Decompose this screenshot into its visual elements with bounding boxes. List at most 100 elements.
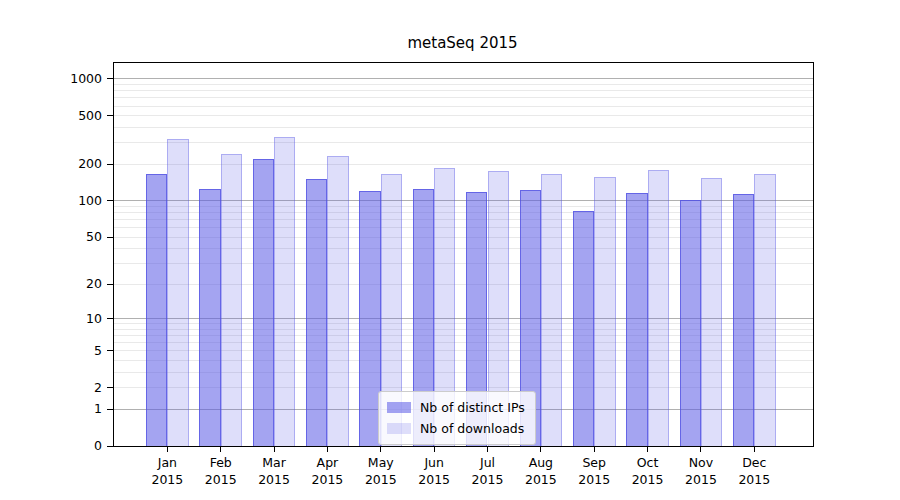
y-tick-label: 1000 xyxy=(52,71,102,87)
x-tick-year: 2015 xyxy=(673,471,729,488)
x-tick-year: 2015 xyxy=(299,471,355,488)
x-tick-year: 2015 xyxy=(460,471,516,488)
x-tick-month: Feb xyxy=(193,454,249,471)
bar-feb-downloads xyxy=(221,154,242,446)
x-tick-mark xyxy=(274,447,275,452)
y-tick-mark xyxy=(107,78,113,79)
y-tick-label: 10 xyxy=(52,311,102,327)
legend: Nb of distinct IPs Nb of downloads xyxy=(378,391,536,445)
legend-item: Nb of distinct IPs xyxy=(387,397,525,418)
x-tick-month: Oct xyxy=(620,454,676,471)
bar-aug-downloads xyxy=(541,174,562,446)
x-tick-year: 2015 xyxy=(139,471,195,488)
legend-item: Nb of downloads xyxy=(387,418,525,439)
bar-jan-ips xyxy=(146,174,167,446)
x-tick-month: Jun xyxy=(406,454,462,471)
y-tick-label: 20 xyxy=(52,276,102,292)
x-tick-year: 2015 xyxy=(726,471,782,488)
x-tick-mark xyxy=(487,447,488,452)
y-tick-mark xyxy=(107,237,113,238)
legend-label: Nb of distinct IPs xyxy=(420,400,525,415)
x-tick-mark xyxy=(434,447,435,452)
x-tick-year: 2015 xyxy=(513,471,569,488)
minor-gridline xyxy=(114,90,813,91)
plot-area: 10005002001005020105210Jan2015Feb2015Mar… xyxy=(113,62,814,447)
y-tick-label: 1 xyxy=(52,401,102,417)
x-tick-label: Mar2015 xyxy=(246,454,302,488)
minor-gridline xyxy=(114,142,813,143)
y-tick-mark xyxy=(107,200,113,201)
bar-nov-ips xyxy=(680,200,701,446)
major-gridline xyxy=(114,78,813,79)
bar-apr-downloads xyxy=(327,156,348,446)
x-tick-month: Apr xyxy=(299,454,355,471)
x-tick-month: Jan xyxy=(139,454,195,471)
legend-label: Nb of downloads xyxy=(420,421,524,436)
legend-swatch xyxy=(387,402,411,413)
x-tick-label: Feb2015 xyxy=(193,454,249,488)
x-tick-month: Sep xyxy=(566,454,622,471)
x-tick-year: 2015 xyxy=(246,471,302,488)
y-tick-label: 50 xyxy=(52,229,102,245)
x-tick-mark xyxy=(647,447,648,452)
x-tick-mark xyxy=(754,447,755,452)
bar-mar-downloads xyxy=(274,137,295,446)
x-tick-label: Apr2015 xyxy=(299,454,355,488)
x-tick-month: Nov xyxy=(673,454,729,471)
bar-dec-ips xyxy=(733,194,754,446)
bar-apr-ips xyxy=(306,179,327,446)
bar-oct-downloads xyxy=(648,170,669,446)
x-tick-mark xyxy=(700,447,701,452)
bar-sep-ips xyxy=(573,211,594,446)
minor-gridline xyxy=(114,115,813,116)
x-tick-year: 2015 xyxy=(353,471,409,488)
bar-feb-ips xyxy=(199,189,220,446)
x-tick-month: Mar xyxy=(246,454,302,471)
x-tick-year: 2015 xyxy=(193,471,249,488)
x-tick-label: Jan2015 xyxy=(139,454,195,488)
x-tick-mark xyxy=(167,447,168,452)
y-tick-label: 2 xyxy=(52,380,102,396)
x-tick-year: 2015 xyxy=(406,471,462,488)
minor-gridline xyxy=(114,106,813,107)
bar-oct-ips xyxy=(626,193,647,446)
x-tick-label: Nov2015 xyxy=(673,454,729,488)
y-tick-mark xyxy=(107,318,113,319)
y-tick-mark xyxy=(107,387,113,388)
x-tick-month: Jul xyxy=(460,454,516,471)
y-tick-mark xyxy=(107,446,113,447)
bar-mar-ips xyxy=(253,159,274,446)
minor-gridline xyxy=(114,97,813,98)
x-tick-year: 2015 xyxy=(620,471,676,488)
bar-dec-downloads xyxy=(754,174,775,446)
y-tick-mark xyxy=(107,350,113,351)
bar-sep-downloads xyxy=(594,177,615,446)
x-tick-label: Sep2015 xyxy=(566,454,622,488)
x-tick-month: Aug xyxy=(513,454,569,471)
x-tick-mark xyxy=(327,447,328,452)
legend-swatch xyxy=(387,423,411,434)
x-tick-label: May2015 xyxy=(353,454,409,488)
x-tick-mark xyxy=(380,447,381,452)
y-tick-label: 500 xyxy=(52,108,102,124)
x-tick-mark xyxy=(540,447,541,452)
x-tick-year: 2015 xyxy=(566,471,622,488)
y-tick-mark xyxy=(107,284,113,285)
y-tick-mark xyxy=(107,409,113,410)
x-tick-mark xyxy=(220,447,221,452)
bar-nov-downloads xyxy=(701,178,722,446)
y-tick-label: 200 xyxy=(52,156,102,172)
x-tick-label: Aug2015 xyxy=(513,454,569,488)
x-tick-mark xyxy=(594,447,595,452)
x-tick-month: Dec xyxy=(726,454,782,471)
y-tick-label: 100 xyxy=(52,193,102,209)
x-tick-label: Dec2015 xyxy=(726,454,782,488)
chart-title: metaSeq 2015 xyxy=(113,34,812,56)
x-tick-label: Oct2015 xyxy=(620,454,676,488)
minor-gridline xyxy=(114,127,813,128)
y-tick-label: 0 xyxy=(52,438,102,454)
x-tick-month: May xyxy=(353,454,409,471)
x-tick-label: Jul2015 xyxy=(460,454,516,488)
y-tick-mark xyxy=(107,164,113,165)
bar-jan-downloads xyxy=(167,139,188,446)
